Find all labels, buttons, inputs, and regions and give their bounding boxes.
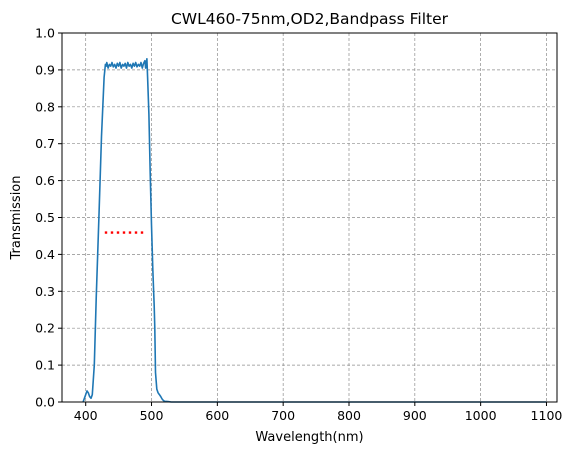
x-tick-label: 1100 <box>531 408 563 423</box>
y-tick-label: 0.4 <box>35 247 55 262</box>
y-tick-label: 0.3 <box>35 284 55 299</box>
x-tick-label: 500 <box>140 408 164 423</box>
x-tick-label: 600 <box>205 408 229 423</box>
x-tick-label: 700 <box>271 408 295 423</box>
x-axis-title: Wavelength(nm) <box>255 430 363 445</box>
grid-lines <box>62 32 557 403</box>
data-series <box>82 57 547 403</box>
y-tick-label: 0.1 <box>35 358 55 373</box>
y-tick-label: 0.9 <box>35 62 55 77</box>
chart-title: CWL460-75nm,OD2,Bandpass Filter <box>171 10 449 28</box>
x-tick-label: 1000 <box>465 408 497 423</box>
y-tick-label: 0.2 <box>35 321 55 336</box>
y-tick-label: 0.0 <box>35 395 55 410</box>
y-tick-label: 1.0 <box>35 26 55 41</box>
x-tick-label: 800 <box>337 408 361 423</box>
y-tick-label: 0.7 <box>35 136 55 151</box>
y-axis-title: Transmission <box>9 176 24 261</box>
x-tick-label: 400 <box>74 408 98 423</box>
transmission-curve <box>82 57 547 403</box>
axis-ticks: 400 500 600 700 800 900 1000 1100 0.0 0.1 0.2 0.3 0.… <box>35 26 562 424</box>
y-tick-label: 0.5 <box>35 210 55 225</box>
y-tick-label: 0.6 <box>35 173 55 188</box>
x-tick-label: 900 <box>403 408 427 423</box>
y-tick-label: 0.8 <box>35 99 55 114</box>
